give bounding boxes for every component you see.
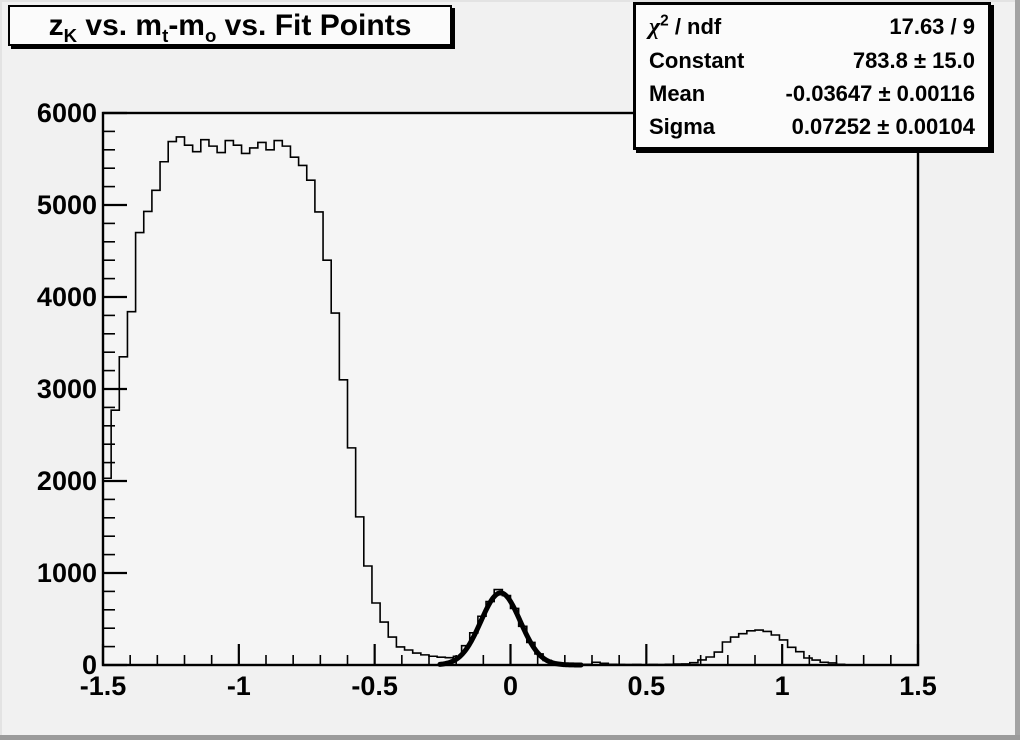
plot-frame <box>101 111 920 667</box>
plot-title-box: zK vs. mt-mo vs. Fit Points <box>8 5 452 46</box>
stat-label: Mean <box>649 80 706 106</box>
svg-text:4000: 4000 <box>37 282 97 312</box>
stat-row-chi2: χ2 / ndf 17.63 / 9 <box>636 12 988 40</box>
svg-text:0: 0 <box>82 650 97 680</box>
stat-row-constant: Constant 783.8 ± 15.0 <box>636 47 988 73</box>
svg-text:0: 0 <box>503 671 518 701</box>
stat-label: χ2 / ndf <box>649 12 722 40</box>
canvas-border-top <box>0 0 1020 2</box>
svg-text:6000: 6000 <box>37 98 97 128</box>
canvas-border-left <box>0 0 2 740</box>
svg-text:3000: 3000 <box>37 374 97 404</box>
histogram-line <box>102 136 918 666</box>
fit-stats-box: χ2 / ndf 17.63 / 9 Constant 783.8 ± 15.0… <box>633 2 991 150</box>
fit-curve <box>437 590 584 668</box>
stat-value: 0.07252 ± 0.00104 <box>791 113 975 139</box>
canvas-border-right <box>1015 0 1020 740</box>
svg-text:1: 1 <box>775 671 790 701</box>
svg-text:5000: 5000 <box>37 190 97 220</box>
stat-label: Constant <box>649 47 745 73</box>
y-axis: 0 1000 2000 3000 4000 5000 6000 <box>37 98 127 680</box>
x-axis: -1.5 -1 -0.5 0 0.5 1 1.5 <box>80 644 937 701</box>
svg-text:1.5: 1.5 <box>899 671 937 701</box>
svg-text:2000: 2000 <box>37 466 97 496</box>
svg-text:-0.5: -0.5 <box>351 671 398 701</box>
stat-row-mean: Mean -0.03647 ± 0.00116 <box>636 80 988 106</box>
stat-value: 17.63 / 9 <box>889 13 975 39</box>
svg-text:-1.5: -1.5 <box>80 671 127 701</box>
stat-label: Sigma <box>649 113 716 139</box>
page-title: zK vs. mt-mo vs. Fit Points <box>48 8 412 46</box>
svg-text:0.5: 0.5 <box>628 671 666 701</box>
svg-text:-1: -1 <box>227 671 251 701</box>
stat-value: 783.8 ± 15.0 <box>852 47 975 73</box>
stat-value: -0.03647 ± 0.00116 <box>785 80 975 106</box>
canvas-border-bottom <box>0 735 1020 740</box>
stat-row-sigma: Sigma 0.07252 ± 0.00104 <box>636 113 988 139</box>
svg-text:1000: 1000 <box>37 558 97 588</box>
